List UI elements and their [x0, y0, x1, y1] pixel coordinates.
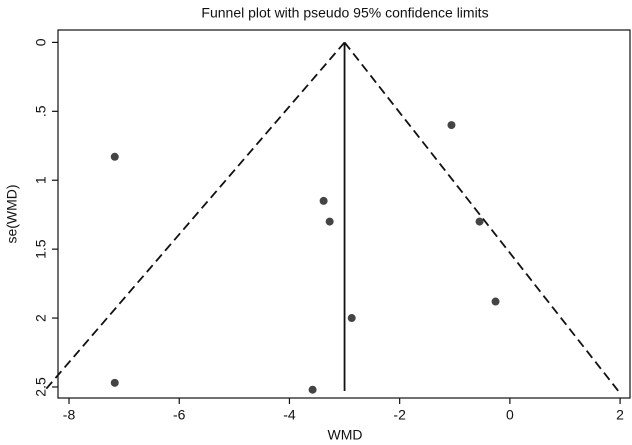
data-point [110, 378, 119, 387]
plot-frame [57, 29, 631, 399]
data-point [447, 121, 456, 130]
y-tick-label: 1.5 [33, 239, 49, 259]
pseudo-ci-line [43, 41, 346, 392]
pseudo-ci-line [343, 41, 620, 392]
y-tick-label: 2.5 [33, 377, 49, 397]
x-tick-label: -8 [63, 407, 76, 423]
y-tick-label: 2 [33, 314, 49, 322]
y-axis-label: se(WMD) [4, 184, 20, 243]
data-point [308, 385, 317, 394]
y-tick-label: 1 [33, 176, 49, 184]
y-tick-label: .5 [33, 105, 49, 117]
y-tick-label: 0 [33, 38, 49, 46]
data-point [325, 217, 334, 226]
x-tick-label: -6 [173, 407, 186, 423]
x-tick-label: 2 [616, 407, 624, 423]
x-tick-label: -4 [283, 407, 296, 423]
x-tick-label: 0 [506, 407, 514, 423]
data-point [110, 152, 119, 161]
data-point [347, 314, 356, 323]
x-axis-label: WMD [328, 427, 363, 443]
data-point [491, 297, 500, 306]
data-point [475, 217, 484, 226]
data-point [319, 196, 328, 205]
x-tick-label: -2 [393, 407, 406, 423]
chart-title: Funnel plot with pseudo 95% confidence l… [201, 5, 488, 21]
